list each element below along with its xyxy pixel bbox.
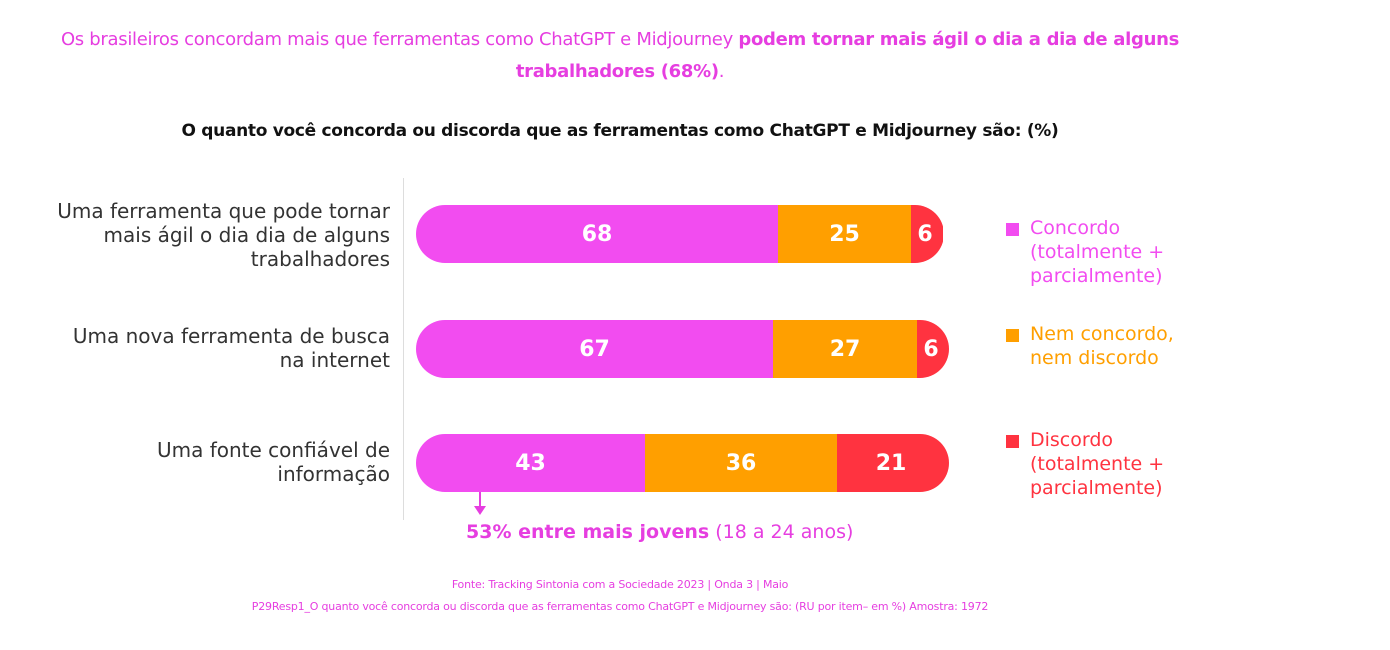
legend-swatch: [1006, 223, 1019, 236]
bar-segment: 25: [778, 205, 911, 263]
bar-segment: 21: [837, 434, 949, 492]
headline-text: Os brasileiros concordam mais que ferram…: [60, 29, 739, 50]
headline: Os brasileiros concordam mais que ferram…: [60, 24, 1180, 88]
footer-question: P29Resp1_O quanto você concorda ou disco…: [251, 600, 989, 613]
axis-line: [403, 178, 404, 520]
legend-swatch: [1006, 329, 1019, 342]
bar-segment: 43: [416, 434, 645, 492]
chart-title: O quanto você concorda ou discorda que a…: [181, 121, 1059, 141]
bar-segment: 6: [911, 205, 943, 263]
data-label: 68: [581, 221, 613, 247]
annotation-bold: 53% entre mais jovens: [466, 521, 710, 543]
annotation-rest: (18 a 24 anos): [709, 521, 854, 543]
headline-highlight: podem tornar mais ágil o dia a dia de al…: [515, 29, 1180, 82]
legend-label: Nem concordo, nem discordo: [1030, 323, 1174, 369]
annotation-arrow-line: [479, 492, 481, 508]
bar-segment: 68: [416, 205, 778, 263]
data-label: 6: [923, 336, 939, 362]
category-label: Uma fonte confiável de informação: [156, 438, 390, 486]
bar-segment: 6: [917, 320, 949, 378]
data-label: 43: [515, 450, 546, 476]
bar-segment: 67: [416, 320, 773, 378]
data-label: 36: [725, 450, 757, 476]
data-label: 27: [829, 336, 861, 362]
annotation-arrow-head: [474, 506, 486, 515]
stacked-bar: 67 27 6: [416, 320, 949, 378]
footer-source: Fonte: Tracking Sintonia com a Sociedade…: [451, 578, 789, 591]
category-label: Uma nova ferramenta de busca na internet: [72, 324, 390, 372]
headline-period: .: [718, 61, 725, 82]
legend-swatch: [1006, 435, 1019, 448]
category-label: Uma ferramenta que pode tornar mais ágil…: [57, 199, 390, 271]
annotation: 53% entre mais jovens (18 a 24 anos): [466, 521, 853, 543]
data-label: 67: [579, 336, 610, 362]
bar-segment: 27: [773, 320, 917, 378]
stacked-bar: 43 36 21: [416, 434, 949, 492]
data-label: 21: [875, 450, 907, 476]
data-label: 6: [917, 221, 933, 247]
legend-label: Discordo (totalmente + parcialmente): [1030, 429, 1165, 499]
data-label: 25: [829, 221, 860, 247]
legend-label: Concordo (totalmente + parcialmente): [1030, 217, 1165, 287]
bar-segment: 36: [645, 434, 837, 492]
stacked-bar: 68 25 6: [416, 205, 944, 263]
